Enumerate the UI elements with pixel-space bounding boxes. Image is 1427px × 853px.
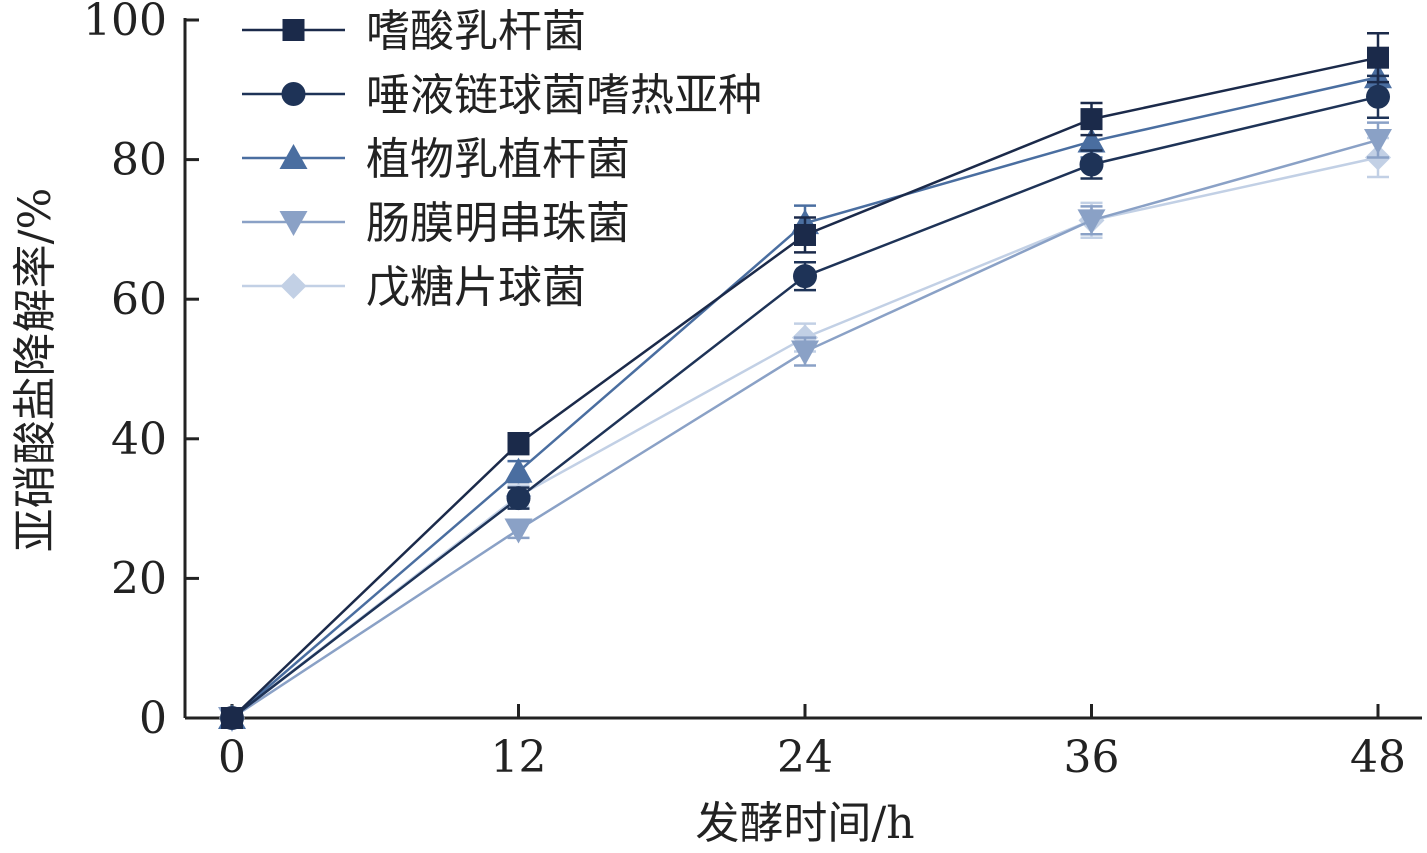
- y-tick-label: 80: [111, 135, 167, 186]
- legend-entry-4: 肠膜明串珠菌: [242, 198, 630, 249]
- data-point: [507, 432, 530, 455]
- legend-entry-2: 唾液链球菌嗜热亚种: [242, 70, 762, 121]
- data-point: [793, 264, 817, 289]
- legend-entry-5: 戊糖片球菌: [242, 262, 586, 313]
- data-point: [1077, 209, 1106, 235]
- legend-label: 植物乳植杆菌: [366, 134, 630, 185]
- data-point: [1367, 46, 1389, 69]
- y-tick-label: 0: [139, 693, 167, 744]
- series-2: [220, 74, 1390, 730]
- y-axis-title: 亚硝酸盐降解率/%: [10, 188, 61, 553]
- data-point: [1080, 108, 1103, 131]
- data-point: [1079, 152, 1104, 177]
- data-point: [1366, 84, 1390, 109]
- axes: 0 20 40 60 80 100 0 12 24 36 48: [83, 0, 1422, 783]
- legend-entry-3: 植物乳植杆菌: [242, 134, 630, 185]
- legend-label: 嗜酸乳杆菌: [366, 6, 586, 57]
- legend-marker: [280, 273, 307, 299]
- legend-marker: [282, 19, 305, 41]
- data-point: [791, 340, 819, 366]
- x-tick-label: 24: [777, 732, 833, 783]
- legend-label: 戊糖片球菌: [366, 262, 586, 313]
- x-tick-label: 0: [218, 732, 246, 783]
- data-point: [504, 518, 533, 544]
- x-axis-title: 发酵时间/h: [695, 798, 914, 848]
- x-tick-label: 48: [1350, 732, 1406, 783]
- series-line: [231, 95, 1379, 719]
- legend-marker: [281, 82, 306, 106]
- series-layer: [218, 32, 1392, 732]
- data-point: [504, 457, 533, 483]
- y-tick-label: 60: [111, 274, 167, 325]
- legend-label: 肠膜明串珠菌: [366, 198, 630, 249]
- x-tick-label: 12: [491, 732, 547, 783]
- y-tick-label: 40: [111, 414, 167, 465]
- y-tick-label: 20: [111, 553, 167, 604]
- data-point: [1364, 129, 1392, 155]
- legend-entry-1: 嗜酸乳杆菌: [242, 6, 586, 57]
- legend-marker: [279, 144, 308, 169]
- x-tick-label: 36: [1064, 732, 1120, 783]
- legend-marker: [279, 211, 308, 236]
- legend-label: 唾液链球菌嗜热亚种: [366, 70, 762, 121]
- series-1: [221, 32, 1389, 729]
- data-point: [506, 486, 531, 511]
- data-point: [221, 707, 243, 729]
- data-point: [1077, 127, 1106, 153]
- data-point: [794, 223, 816, 246]
- y-tick-label: 100: [83, 0, 167, 46]
